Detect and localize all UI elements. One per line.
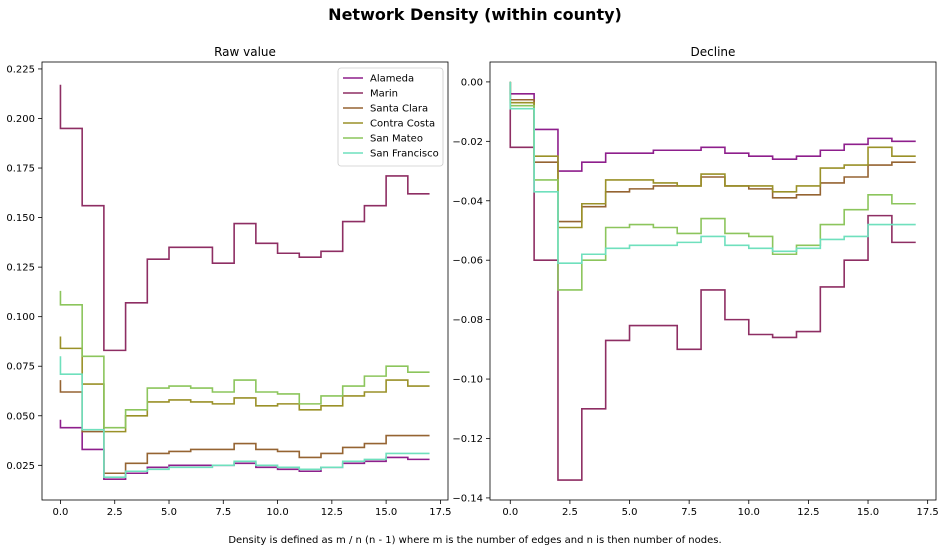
series-line-san-mateo: [509, 81, 916, 291]
x-tick-label: 0.0: [53, 507, 69, 518]
y-tick-label: 0.175: [6, 164, 35, 175]
legend-label: San Francisco: [370, 149, 439, 160]
figure-title: Network Density (within county): [328, 5, 622, 24]
x-tick-label: 10.0: [738, 507, 760, 518]
y-tick-label: −0.10: [452, 375, 483, 386]
y-tick-label: 0.125: [6, 263, 35, 274]
y-tick-label: 0.00: [461, 77, 483, 88]
x-tick-label: 17.5: [917, 507, 939, 518]
x-tick-label: 17.5: [429, 507, 451, 518]
legend-box: [337, 67, 444, 167]
series-line-marin: [509, 81, 916, 481]
y-tick-label: −0.14: [452, 493, 483, 504]
y-tick-label: 0.075: [6, 362, 35, 373]
series-line-san-francisco: [509, 81, 916, 264]
x-tick-label: 7.5: [215, 507, 231, 518]
series-line-contra-costa: [59, 336, 430, 433]
figure-footnote: Density is defined as m / n (n - 1) wher…: [228, 535, 721, 546]
panel-title: Raw value: [214, 45, 276, 59]
legend-label: Alameda: [370, 74, 414, 85]
series-line-alameda: [59, 419, 430, 480]
legend-label: Contra Costa: [370, 119, 435, 130]
x-tick-label: 12.5: [321, 507, 343, 518]
y-tick-label: 0.225: [6, 64, 35, 75]
y-tick-label: 0.200: [6, 114, 35, 125]
y-tick-label: 0.100: [6, 312, 35, 323]
y-tick-label: 0.025: [6, 461, 35, 472]
y-tick-label: 0.150: [6, 213, 35, 224]
y-tick-label: −0.08: [452, 315, 483, 326]
series-line-santa-clara: [509, 81, 916, 223]
series-line-alameda: [509, 81, 916, 172]
legend-label: Marin: [370, 89, 398, 100]
x-tick-label: 12.5: [797, 507, 819, 518]
legend-label: San Mateo: [370, 134, 423, 145]
y-tick-label: 0.050: [6, 411, 35, 422]
legend-label: Santa Clara: [370, 104, 428, 115]
series-line-san-francisco: [59, 356, 430, 479]
axes-frame: [41, 61, 449, 501]
y-tick-label: −0.04: [452, 196, 483, 207]
x-tick-label: 15.0: [375, 507, 397, 518]
series-line-santa-clara: [59, 380, 430, 475]
y-tick-label: −0.02: [452, 137, 483, 148]
series-line-san-mateo: [59, 290, 430, 429]
series-line-contra-costa: [509, 81, 916, 229]
series-line-marin: [59, 84, 430, 352]
x-tick-label: 2.5: [107, 507, 123, 518]
x-tick-label: 5.0: [622, 507, 638, 518]
x-tick-label: 15.0: [857, 507, 879, 518]
panel-title: Decline: [691, 45, 736, 59]
chart-panel-2: Decline 0.0 2.5 5.0 7.5 10.0 12.5 15.0 17.5 0.00 −…: [452, 45, 938, 518]
axes-frame: [489, 61, 937, 501]
legend: Alameda Marin Santa Clara Contra Costa San M…: [337, 67, 444, 167]
y-tick-label: −0.12: [452, 434, 483, 445]
x-tick-label: 10.0: [266, 507, 288, 518]
chart-panel-1: Raw value 0.0 2.5 5.0 7.5 10.0 12.5 15.0 17.5 0.0…: [6, 45, 451, 518]
x-tick-label: 0.0: [502, 507, 518, 518]
y-tick-label: −0.06: [452, 256, 483, 267]
x-tick-label: 2.5: [562, 507, 578, 518]
x-tick-label: 7.5: [681, 507, 697, 518]
x-tick-label: 5.0: [161, 507, 177, 518]
